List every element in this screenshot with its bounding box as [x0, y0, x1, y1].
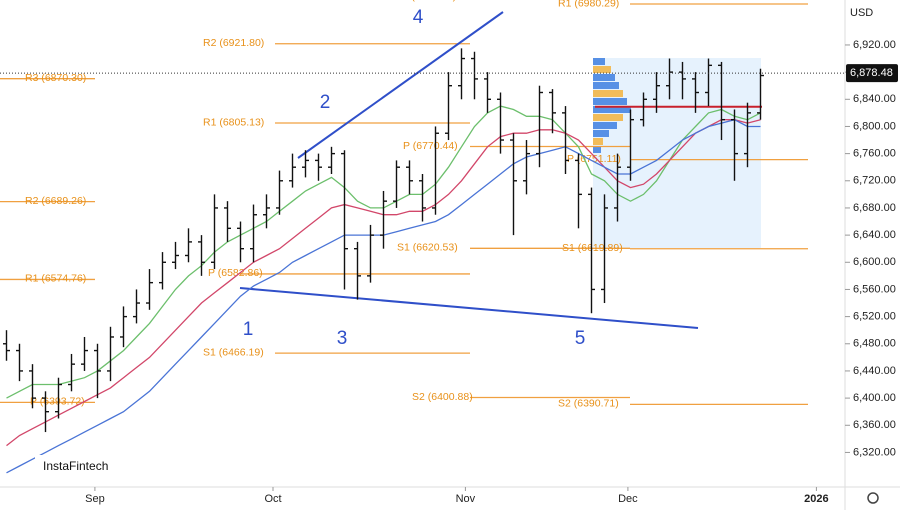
y-tick-label: 6,640.00: [853, 229, 896, 241]
x-tick-label: Nov: [456, 493, 476, 505]
profile-bar: [593, 58, 605, 65]
profile-bar: [593, 130, 609, 137]
pivot-label: R1 (6574.76): [25, 273, 86, 285]
wave-label: 4: [413, 7, 424, 28]
profile-bar: [593, 90, 623, 97]
y-tick-label: 6,320.00: [853, 446, 896, 458]
pivot-label: S2 (6390.71): [558, 398, 619, 410]
y-tick-label: 6,920.00: [853, 39, 896, 51]
pivot-label: R1 (6990.09): [395, 0, 456, 3]
wave-label: 5: [575, 328, 586, 349]
pivot-label: P (6582.86): [208, 267, 263, 279]
pivot-label: R2 (6689.26): [25, 195, 86, 207]
profile-bar: [593, 74, 615, 81]
currency[interactable]: USD: [850, 7, 873, 19]
y-tick-label: 6,520.00: [853, 311, 896, 323]
pivot-label: R3 (6870.30): [25, 72, 86, 84]
pivot-label: R1 (6980.29): [558, 0, 619, 9]
settings-icon[interactable]: [867, 492, 879, 504]
pivot-label: S1 (6620.53): [397, 242, 458, 254]
profile-bar: [593, 122, 617, 129]
y-tick-label: 6,680.00: [853, 202, 896, 214]
trend-line: [239, 287, 699, 329]
x-tick-label: Oct: [264, 493, 281, 505]
y-tick-label: 6,600.00: [853, 256, 896, 268]
x-tick-label: Dec: [618, 493, 638, 505]
profile-bar: [593, 98, 627, 105]
pivot-label: S1 (6466.19): [203, 346, 264, 358]
profile-bar: [593, 114, 623, 121]
pivot-label: R1 (6805.13): [203, 116, 264, 128]
y-tick-label: 6,480.00: [853, 338, 896, 350]
pivot-label: S1 (6619.89): [562, 242, 623, 254]
trend-line: [297, 11, 504, 159]
pivot-label: S2 (6400.88): [412, 391, 473, 403]
x-tick-label: 2026: [804, 493, 828, 505]
y-tick-label: 6,400.00: [853, 392, 896, 404]
y-tick-label: 6,440.00: [853, 365, 896, 377]
profile-bar: [593, 146, 601, 153]
y-tick-label: 6,760.00: [853, 148, 896, 160]
watermark: InstaFintech: [43, 459, 108, 473]
wave-label: 2: [320, 92, 331, 113]
profile-bar: [593, 66, 611, 73]
y-tick-label: 6,720.00: [853, 175, 896, 187]
pivot-label: P (6751.11): [567, 153, 621, 165]
wave-label: 1: [243, 319, 254, 340]
pivot-label: R2 (6921.80): [203, 37, 264, 49]
last-price-label: 6,878.48: [850, 67, 893, 79]
y-tick-label: 6,360.00: [853, 419, 896, 431]
y-tick-label: 6,560.00: [853, 283, 896, 295]
watermark-box: [35, 455, 115, 479]
x-tick-label: Sep: [85, 493, 105, 505]
y-tick-label: 6,800.00: [853, 120, 896, 132]
profile-bar: [593, 106, 631, 113]
last-price-tag: [846, 64, 898, 83]
profile-bar: [593, 82, 619, 89]
pivot-label: P (6770.44): [403, 140, 458, 152]
profile-bar: [593, 138, 603, 145]
y-tick-label: 6,840.00: [853, 93, 896, 105]
wave-label: 3: [337, 328, 348, 349]
